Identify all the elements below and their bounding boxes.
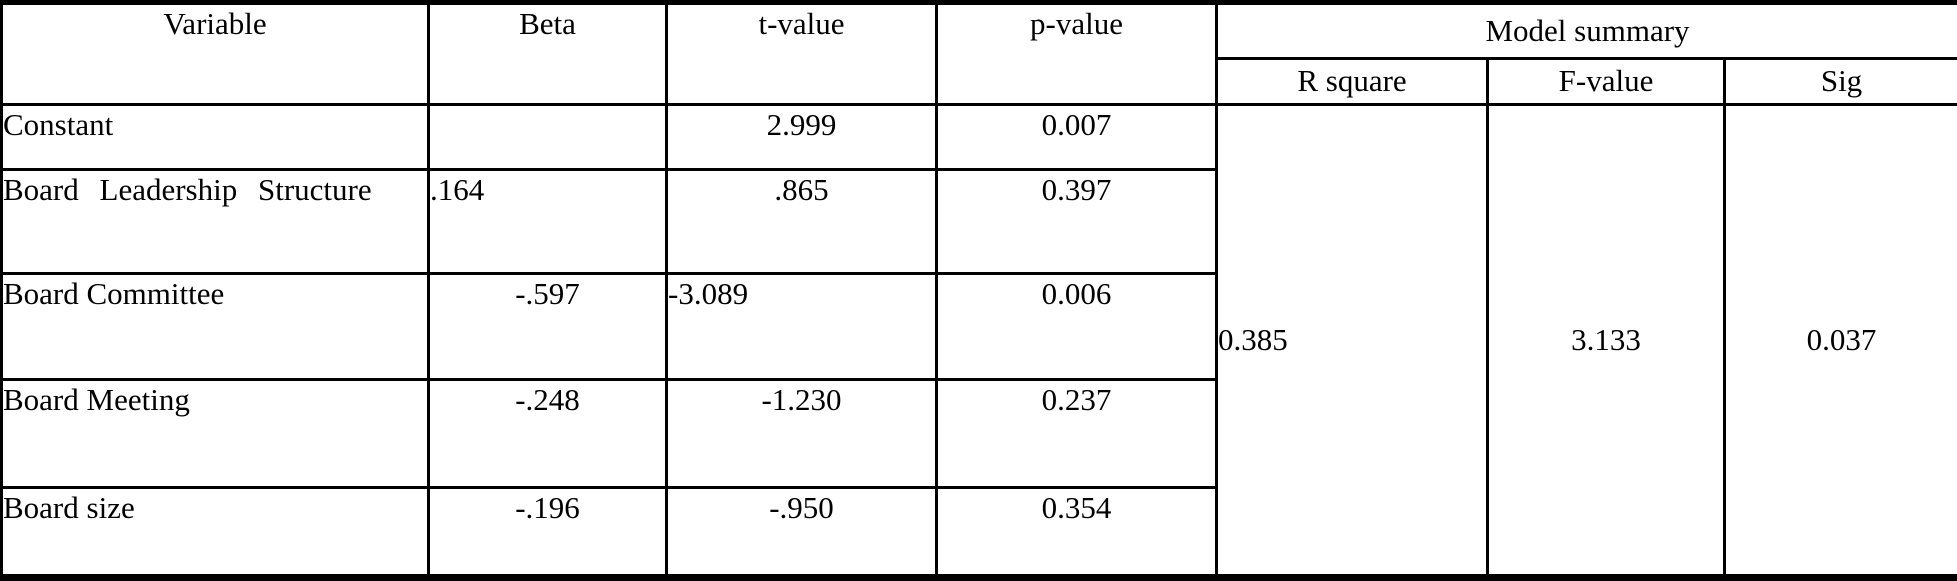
p-value-cell: 0.006 — [935, 271, 1218, 382]
variable-cell: Board size — [0, 486, 430, 581]
header-sig: Sig — [1722, 57, 1957, 106]
t-value-cell: -3.089 — [665, 271, 938, 382]
p-value-cell: 0.007 — [935, 103, 1218, 171]
variable-cell: Constant — [0, 103, 430, 171]
table-header: Variable Beta t-value p-value Model summ… — [0, 1, 1957, 106]
p-value-cell: 0.237 — [935, 378, 1218, 490]
variable-cell: Board Committee — [0, 271, 430, 382]
beta-cell: -.248 — [427, 378, 668, 490]
t-value-cell: 2.999 — [665, 103, 938, 171]
beta-cell — [427, 103, 668, 171]
beta-cell: -.196 — [427, 486, 668, 581]
table-body: Constant 2.999 0.007 0.385 3.133 0.037 B… — [0, 103, 1957, 581]
header-t-value: t-value — [665, 1, 938, 106]
f-value-value-cell: 3.133 — [1486, 103, 1726, 579]
t-value-cell: .865 — [665, 167, 938, 275]
header-beta: Beta — [427, 1, 668, 106]
header-row-top: Variable Beta t-value p-value Model summ… — [0, 1, 1957, 106]
p-value-cell: 0.397 — [935, 167, 1218, 275]
beta-cell: -.597 — [427, 271, 668, 382]
table-row-constant: Constant 2.999 0.007 0.385 3.133 0.037 — [0, 103, 1957, 579]
table-row-board-committee: Board Committee -.597 -3.089 0.006 — [0, 271, 1957, 382]
p-value-cell: 0.354 — [935, 486, 1218, 581]
variable-cell: Board Leadership Structure — [0, 167, 430, 275]
t-value-cell: -.950 — [665, 486, 938, 581]
sig-value-cell: 0.037 — [1722, 103, 1957, 579]
variable-cell: Board Meeting — [0, 378, 430, 490]
header-p-value: p-value — [935, 1, 1218, 106]
header-r-square: R square — [1215, 57, 1489, 106]
header-f-value: F-value — [1486, 57, 1726, 106]
table-row-board-size: Board size -.196 -.950 0.354 — [0, 486, 1957, 581]
header-row-sub: R square F-value Sig — [2, 57, 1957, 106]
beta-cell: .164 — [427, 167, 668, 275]
r-square-value-cell: 0.385 — [1215, 103, 1489, 579]
table-row-board-leadership-structure: Board Leadership Structure .164 .865 0.3… — [0, 167, 1957, 275]
header-variable: Variable — [0, 1, 430, 106]
t-value-cell: -1.230 — [665, 378, 938, 490]
header-model-summary: Model summary — [1214, 1, 1957, 60]
table-row-board-meeting: Board Meeting -.248 -1.230 0.237 — [0, 378, 1957, 490]
